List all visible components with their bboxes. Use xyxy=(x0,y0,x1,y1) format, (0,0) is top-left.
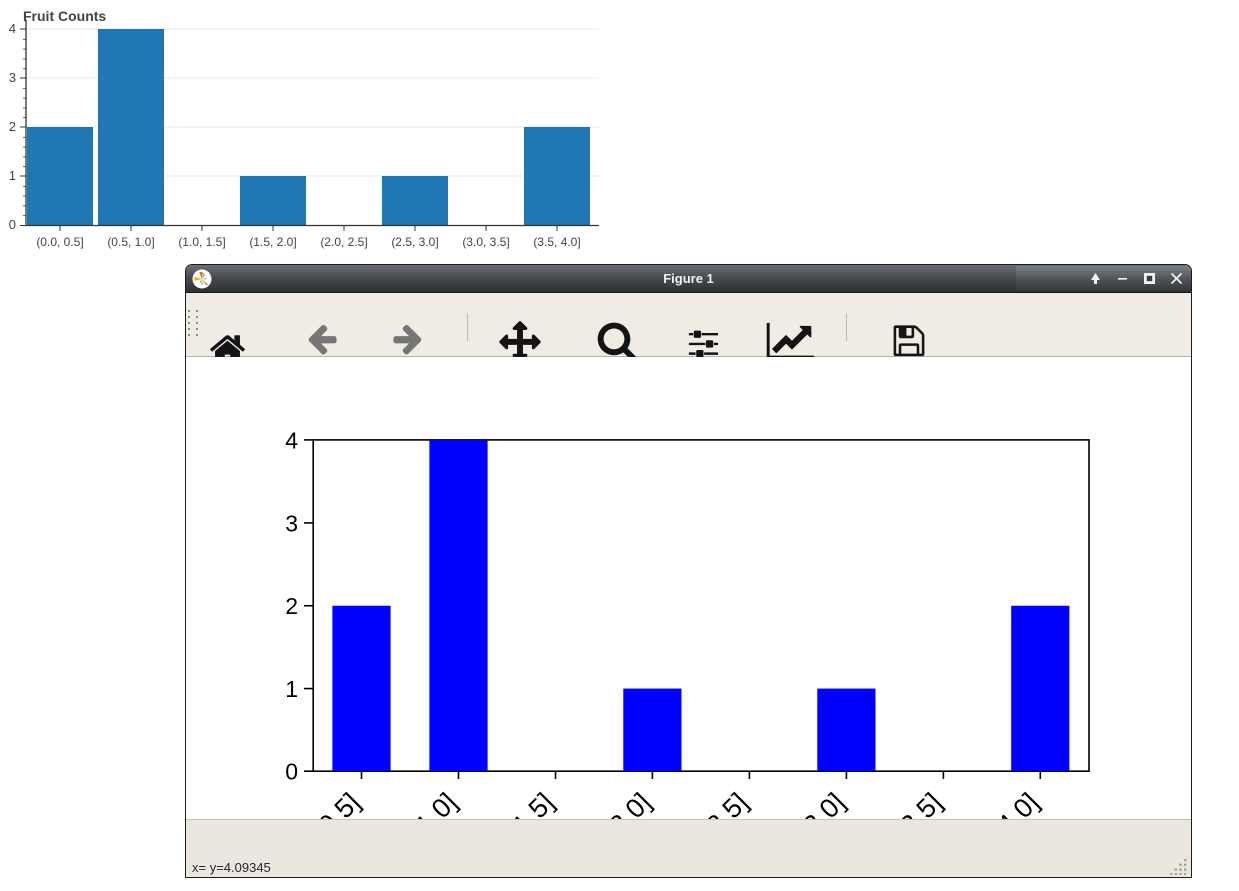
svg-text:4: 4 xyxy=(285,427,298,453)
svg-text:(0.5, 1.0]: (0.5, 1.0] xyxy=(366,787,463,819)
svg-text:2: 2 xyxy=(285,593,298,619)
svg-text:(3.5, 4.0]: (3.5, 4.0] xyxy=(533,235,580,249)
svg-text:(1.5, 2.0]: (1.5, 2.0] xyxy=(249,235,296,249)
svg-text:1: 1 xyxy=(9,168,16,183)
svg-text:(0.0, 0.5]: (0.0, 0.5] xyxy=(36,235,83,249)
svg-text:(2.0, 2.5]: (2.0, 2.5] xyxy=(320,235,367,249)
svg-text:(0.0, 0.5]: (0.0, 0.5] xyxy=(269,787,366,819)
svg-text:3: 3 xyxy=(285,510,298,536)
svg-text:(1.5, 2.0]: (1.5, 2.0] xyxy=(560,787,657,819)
svg-text:(1.0, 1.5]: (1.0, 1.5] xyxy=(463,787,560,819)
svg-text:(3.5, 4.0]: (3.5, 4.0] xyxy=(948,787,1045,819)
svg-text:0: 0 xyxy=(9,217,16,232)
svg-text:3: 3 xyxy=(9,70,16,85)
svg-text:(3.0, 3.5]: (3.0, 3.5] xyxy=(462,235,509,249)
svg-text:(2.5, 3.0]: (2.5, 3.0] xyxy=(391,235,438,249)
svg-text:0: 0 xyxy=(285,759,298,785)
svg-text:(2.0, 2.5]: (2.0, 2.5] xyxy=(657,787,754,819)
svg-text:1: 1 xyxy=(285,676,298,702)
svg-text:2: 2 xyxy=(9,119,16,134)
svg-text:(3.0, 3.5]: (3.0, 3.5] xyxy=(851,787,948,819)
svg-text:(2.5, 3.0]: (2.5, 3.0] xyxy=(754,787,851,819)
svg-text:4: 4 xyxy=(9,21,16,36)
svg-text:(0.5, 1.0]: (0.5, 1.0] xyxy=(107,235,154,249)
svg-text:(1.0, 1.5]: (1.0, 1.5] xyxy=(178,235,225,249)
